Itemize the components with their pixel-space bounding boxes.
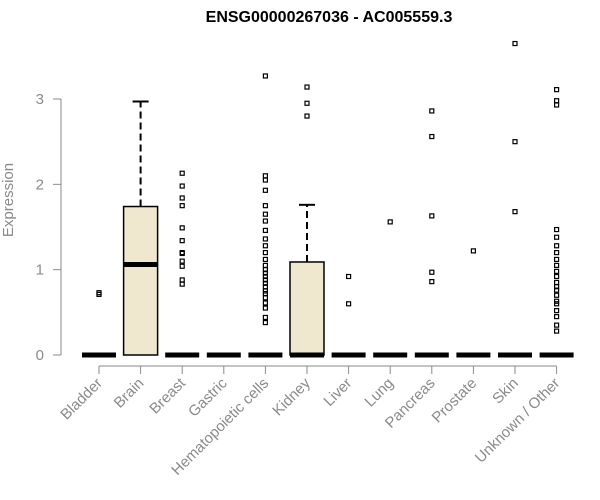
outlier-point bbox=[262, 187, 268, 193]
box-unknown-other bbox=[539, 87, 574, 358]
y-tick-label: 2 bbox=[36, 176, 44, 193]
outlier-point bbox=[429, 133, 435, 140]
outlier-point bbox=[346, 273, 352, 280]
outlier-point bbox=[179, 225, 185, 231]
outlier-point bbox=[96, 290, 102, 296]
y-axis: 0 1 2 3 bbox=[36, 91, 62, 364]
outlier-point bbox=[553, 279, 560, 286]
outlier-point bbox=[179, 281, 185, 287]
x-tick-label: Skin bbox=[489, 375, 522, 408]
outlier-point bbox=[304, 84, 310, 90]
outlier-point bbox=[262, 218, 268, 224]
outlier-point bbox=[553, 243, 560, 249]
outlier-point bbox=[262, 250, 268, 256]
outlier-point bbox=[179, 250, 185, 256]
box-iqr bbox=[122, 205, 159, 356]
outlier-point bbox=[429, 108, 435, 114]
x-tick-label: Liver bbox=[320, 375, 355, 410]
outlier-point bbox=[512, 209, 518, 215]
y-tick-label: 0 bbox=[36, 347, 44, 364]
box-prostate bbox=[456, 248, 491, 358]
outlier-point bbox=[179, 183, 185, 189]
outlier-point bbox=[262, 262, 268, 268]
outlier-point bbox=[304, 100, 310, 106]
outlier-point bbox=[553, 250, 560, 256]
box-hematopoietic-cells bbox=[248, 73, 283, 358]
outlier-point bbox=[553, 256, 560, 263]
outlier-point bbox=[512, 139, 518, 145]
outlier-point bbox=[262, 314, 268, 321]
outlier-point bbox=[179, 203, 185, 209]
outlier-point bbox=[429, 269, 435, 275]
y-axis-label: Expression bbox=[0, 163, 17, 237]
chart-title: ENSG00000267036 - AC005559.3 bbox=[206, 9, 453, 26]
outlier-point bbox=[262, 203, 268, 209]
outlier-point bbox=[262, 227, 268, 234]
outlier-point bbox=[179, 258, 185, 264]
outlier-point bbox=[262, 295, 268, 301]
outlier-point bbox=[262, 73, 268, 79]
outlier-point bbox=[262, 211, 268, 217]
outlier-point bbox=[304, 113, 310, 119]
outlier-point bbox=[387, 219, 393, 225]
x-tick-label: Breast bbox=[146, 374, 189, 417]
outlier-point bbox=[553, 102, 560, 108]
outlier-point bbox=[429, 279, 435, 285]
x-tick-label: Bladder bbox=[57, 375, 106, 424]
box-iqr bbox=[289, 261, 325, 356]
outlier-point bbox=[553, 298, 560, 304]
outlier-point bbox=[553, 234, 560, 240]
outlier-point bbox=[553, 262, 560, 268]
outlier-point bbox=[553, 268, 560, 274]
outlier-point bbox=[262, 256, 268, 263]
box-pancreas bbox=[414, 108, 449, 358]
outlier-point bbox=[262, 305, 268, 311]
outlier-point bbox=[262, 300, 268, 306]
outlier-point bbox=[179, 195, 185, 201]
x-tick-label: Kidney bbox=[269, 374, 314, 419]
outlier-point bbox=[179, 263, 185, 269]
box-brain bbox=[122, 100, 159, 356]
outlier-point bbox=[179, 277, 185, 283]
outlier-point bbox=[346, 301, 352, 307]
plot-area bbox=[82, 40, 574, 358]
box-bladder bbox=[82, 290, 116, 358]
outlier-point bbox=[553, 87, 560, 93]
outlier-point bbox=[553, 328, 560, 334]
outlier-point bbox=[553, 273, 560, 280]
x-tick-label: Lung bbox=[361, 375, 397, 411]
outlier-point bbox=[262, 173, 268, 179]
outlier-point bbox=[553, 98, 560, 104]
x-tick-label: Prostate bbox=[429, 375, 481, 427]
outlier-point bbox=[429, 213, 435, 219]
outlier-point bbox=[179, 238, 185, 244]
outlier-point bbox=[553, 292, 560, 298]
outlier-point bbox=[512, 40, 518, 47]
outlier-point bbox=[553, 322, 560, 328]
outlier-point bbox=[262, 236, 268, 242]
outlier-point bbox=[553, 226, 560, 233]
outlier-point bbox=[553, 314, 560, 320]
outlier-point bbox=[470, 248, 476, 254]
outlier-point bbox=[553, 308, 560, 314]
box-breast bbox=[165, 170, 200, 358]
y-tick-label: 3 bbox=[36, 91, 44, 108]
outlier-point bbox=[262, 177, 268, 183]
y-tick-label: 1 bbox=[36, 262, 44, 279]
box-skin bbox=[498, 40, 532, 358]
box-kidney bbox=[289, 84, 325, 358]
outlier-point bbox=[262, 319, 268, 326]
outlier-point bbox=[262, 243, 268, 249]
x-tick-label: Brain bbox=[111, 375, 148, 412]
box-liver bbox=[331, 273, 366, 358]
outlier-point bbox=[179, 170, 185, 176]
box-lung bbox=[373, 219, 408, 358]
